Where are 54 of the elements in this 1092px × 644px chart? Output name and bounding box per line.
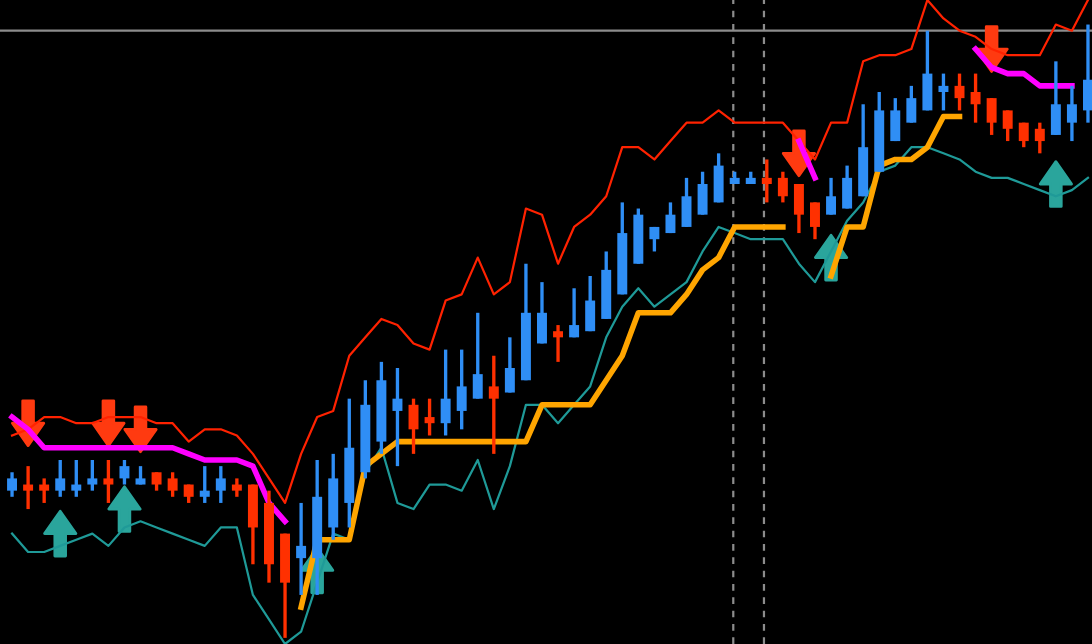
candlestick [488,354,499,456]
candlestick [199,464,210,505]
candlestick [151,470,162,493]
candlestick [842,163,853,211]
candlestick [665,200,676,235]
candlestick [761,157,772,205]
point [43,509,78,558]
candlestick [713,151,724,205]
candlestick [826,176,837,217]
candlestick [440,347,451,438]
candlestick [906,84,917,125]
point [91,399,126,447]
candlestick [231,476,242,499]
candlestick [424,397,435,438]
candlestick [1066,84,1077,143]
candlestick [71,458,82,499]
candlestick [649,225,660,254]
candlestick [39,476,50,505]
candlestick [392,366,403,468]
candlestick [793,182,804,235]
candlestick [569,286,580,339]
candlestick [1034,121,1045,155]
candlestick [1018,121,1029,149]
candlestick [87,458,98,493]
candlestick [135,464,146,487]
candlestick [922,29,933,113]
candlestick [890,96,901,143]
candlestick [103,458,114,505]
candlestick [553,323,564,364]
candlestick [970,71,981,125]
candlestick [7,470,18,499]
candlestick [247,482,258,566]
candlestick [55,458,66,499]
candlestick [1083,22,1092,125]
candlestick [1002,108,1013,143]
candlestick [1050,59,1061,137]
candlestick [810,200,820,241]
candlestick [456,347,467,431]
candlestick [167,470,178,499]
candlestick [938,71,949,113]
candlestick [585,274,596,333]
candlestick [119,458,130,487]
candlestick [504,335,515,395]
candlestick [23,464,34,511]
point [1038,160,1073,208]
candlestick [296,501,307,597]
candlestick [472,311,483,401]
candlestick [697,170,708,217]
candlestick [777,170,788,205]
candlestick [986,96,997,137]
point [107,485,142,533]
candlestick [537,280,547,346]
candlestick [681,176,692,229]
candlestick [215,464,226,505]
